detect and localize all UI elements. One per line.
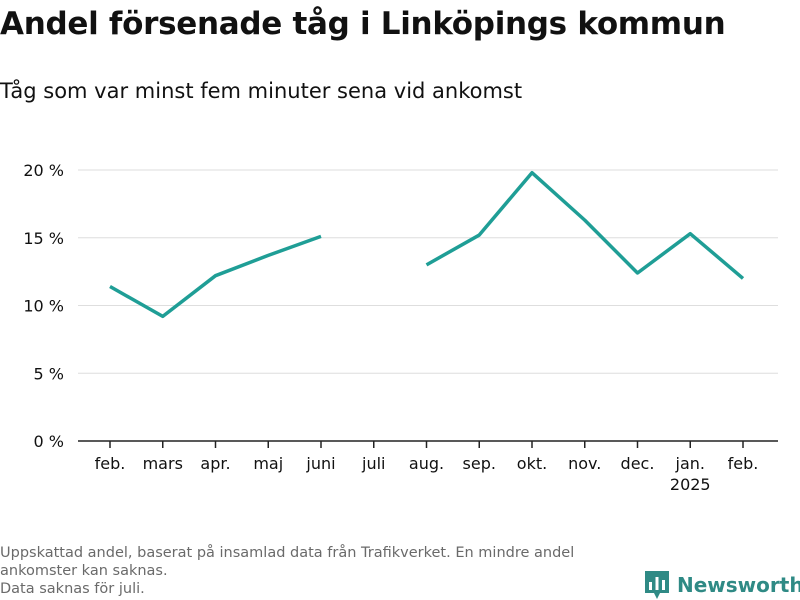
x-tick-sublabel: 2025 (670, 475, 711, 494)
y-tick-label: 0 % (34, 432, 64, 451)
y-axis: 0 % 5 % 10 % 15 % 20 % (23, 161, 64, 451)
x-tick-label: feb. (95, 454, 126, 473)
bar-chart-icon (645, 571, 669, 599)
x-tick-label: maj (253, 454, 283, 473)
x-axis: feb. mars apr. maj juni juli aug. sep. okt. nov. d… (78, 440, 778, 494)
x-tick-label: apr. (200, 454, 230, 473)
y-tick-label: 10 % (23, 297, 64, 316)
y-tick-label: 5 % (34, 364, 64, 383)
series (109, 170, 745, 319)
footer-note: Uppskattad andel, baserat på insamlad da… (0, 544, 640, 598)
series-line (425, 170, 745, 280)
y-tick-label: 15 % (23, 229, 64, 248)
y-tick-label: 20 % (23, 161, 64, 180)
series-line (109, 234, 322, 319)
footer-note-line: Uppskattad andel, baserat på insamlad da… (0, 545, 575, 561)
footer-note-line: Data saknas för juli. (0, 581, 145, 597)
brand-logo: Newsworthy (644, 570, 800, 600)
chart-title: Andel försenade tåg i Linköpings kommun (0, 6, 726, 42)
x-tick-label: jan. (675, 454, 705, 473)
x-tick-label: feb. (728, 454, 759, 473)
x-tick-label: mars (143, 454, 183, 473)
x-tick-label: nov. (568, 454, 601, 473)
footer-note-line: ankomster kan saknas. (0, 563, 168, 579)
x-tick-label: dec. (621, 454, 655, 473)
x-tick-label: sep. (463, 454, 496, 473)
line-chart: 0 % 5 % 10 % 15 % 20 % feb. mars apr. maj juni ju… (23, 161, 778, 494)
x-tick-label: okt. (517, 454, 547, 473)
x-tick-label: aug. (409, 454, 444, 473)
gridlines (78, 169, 778, 374)
chart-subtitle: Tåg som var minst fem minuter sena vid a… (0, 79, 523, 103)
x-tick-label: juni (305, 454, 335, 473)
brand-name: Newsworthy (677, 573, 800, 597)
x-tick-label: juli (361, 454, 385, 473)
